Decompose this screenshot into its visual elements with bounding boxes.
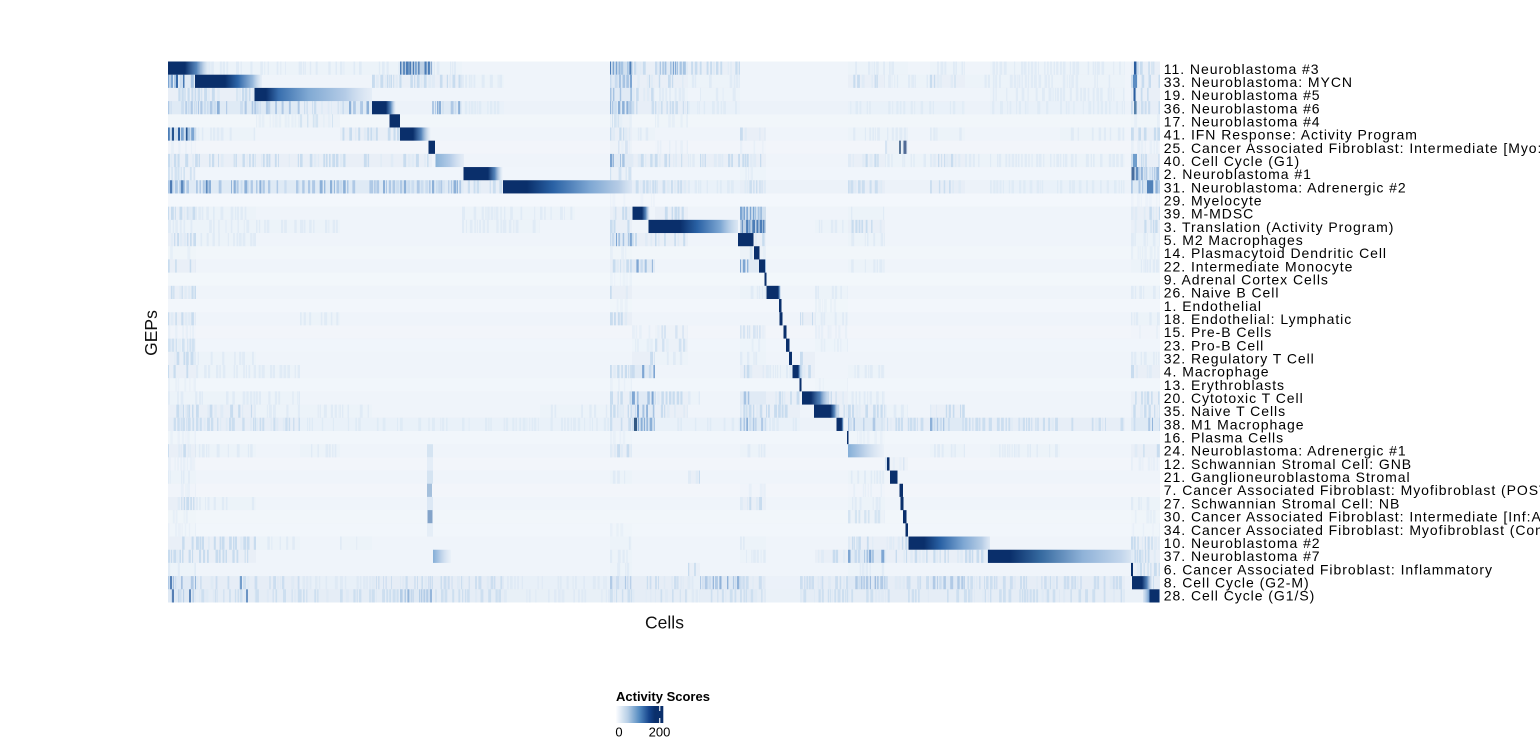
svg-text:16. Plasma Cells: 16. Plasma Cells [1164,430,1284,446]
svg-text:4. Macrophage: 4. Macrophage [1164,364,1270,380]
svg-text:40. Cell Cycle (G1): 40. Cell Cycle (G1) [1164,153,1300,169]
svg-text:2. Neuroblastoma #1: 2. Neuroblastoma #1 [1164,166,1312,182]
svg-text:26. Naive B Cell: 26. Naive B Cell [1164,285,1280,301]
svg-text:1. Endothelial: 1. Endothelial [1164,298,1262,314]
svg-text:19. Neuroblastoma #5: 19. Neuroblastoma #5 [1164,87,1321,103]
svg-text:14. Plasmacytoid Dendritic Cel: 14. Plasmacytoid Dendritic Cell [1164,245,1387,261]
svg-text:23. Pro-B Cell: 23. Pro-B Cell [1164,337,1264,353]
svg-text:0: 0 [615,725,622,740]
svg-text:5. M2 Macrophages: 5. M2 Macrophages [1164,232,1304,248]
svg-text:31. Neuroblastoma: Adrenergic: 31. Neuroblastoma: Adrenergic #2 [1164,179,1407,195]
svg-text:22. Intermediate Monocyte: 22. Intermediate Monocyte [1164,258,1354,274]
svg-text:38. M1 Macrophage: 38. M1 Macrophage [1164,416,1305,432]
svg-text:25. Cancer Associated Fibrobla: 25. Cancer Associated Fibroblast: Interm… [1164,140,1540,156]
svg-text:24. Neuroblastoma: Adrenergic: 24. Neuroblastoma: Adrenergic #1 [1164,443,1407,459]
svg-text:9. Adrenal Cortex Cells: 9. Adrenal Cortex Cells [1164,272,1329,288]
svg-text:10. Neuroblastoma #2: 10. Neuroblastoma #2 [1164,535,1321,551]
svg-text:36. Neuroblastoma #6: 36. Neuroblastoma #6 [1164,100,1321,116]
svg-text:27. Schwannian Stromal Cell: N: 27. Schwannian Stromal Cell: NB [1164,495,1400,511]
svg-text:34. Cancer Associated Fibrobla: 34. Cancer Associated Fibroblast: Myofib… [1164,522,1540,538]
svg-text:6. Cancer Associated Fibroblas: 6. Cancer Associated Fibroblast: Inflamm… [1164,561,1493,577]
svg-text:11. Neuroblastoma #3: 11. Neuroblastoma #3 [1164,61,1320,77]
svg-text:17. Neuroblastoma #4: 17. Neuroblastoma #4 [1164,113,1321,129]
svg-text:35. Naive T Cells: 35. Naive T Cells [1164,403,1286,419]
svg-text:21. Ganglioneuroblastoma Strom: 21. Ganglioneuroblastoma Stromal [1164,469,1411,485]
svg-text:Activity Scores: Activity Scores [616,689,710,704]
svg-text:39. M-MDSC: 39. M-MDSC [1164,206,1254,222]
svg-text:7. Cancer Associated Fibroblas: 7. Cancer Associated Fibroblast: Myofibr… [1164,482,1540,498]
svg-text:20. Cytotoxic T Cell: 20. Cytotoxic T Cell [1164,390,1304,406]
svg-text:28. Cell Cycle (G1/S): 28. Cell Cycle (G1/S) [1164,588,1315,604]
svg-text:33. Neuroblastoma: MYCN: 33. Neuroblastoma: MYCN [1164,74,1353,90]
svg-text:41. IFN Response: Activity Pro: 41. IFN Response: Activity Program [1164,127,1418,143]
svg-text:Cells: Cells [645,612,684,632]
svg-text:13. Erythroblasts: 13. Erythroblasts [1164,377,1285,393]
svg-text:12. Schwannian Stromal Cell: G: 12. Schwannian Stromal Cell: GNB [1164,456,1412,472]
svg-text:37. Neuroblastoma #7: 37. Neuroblastoma #7 [1164,548,1321,564]
svg-text:3. Translation (Activity Progr: 3. Translation (Activity Program) [1164,219,1395,235]
svg-text:32. Regulatory T Cell: 32. Regulatory T Cell [1164,351,1315,367]
svg-text:15. Pre-B Cells: 15. Pre-B Cells [1164,324,1272,340]
svg-text:30. Cancer Associated Fibrobla: 30. Cancer Associated Fibroblast: Interm… [1164,509,1540,525]
svg-text:8. Cell Cycle (G2-M): 8. Cell Cycle (G2-M) [1164,574,1310,590]
svg-text:200: 200 [649,725,671,740]
svg-text:GEPs: GEPs [141,310,161,356]
svg-text:29. Myelocyte: 29. Myelocyte [1164,193,1263,209]
svg-text:18. Endothelial: Lymphatic: 18. Endothelial: Lymphatic [1164,311,1352,327]
